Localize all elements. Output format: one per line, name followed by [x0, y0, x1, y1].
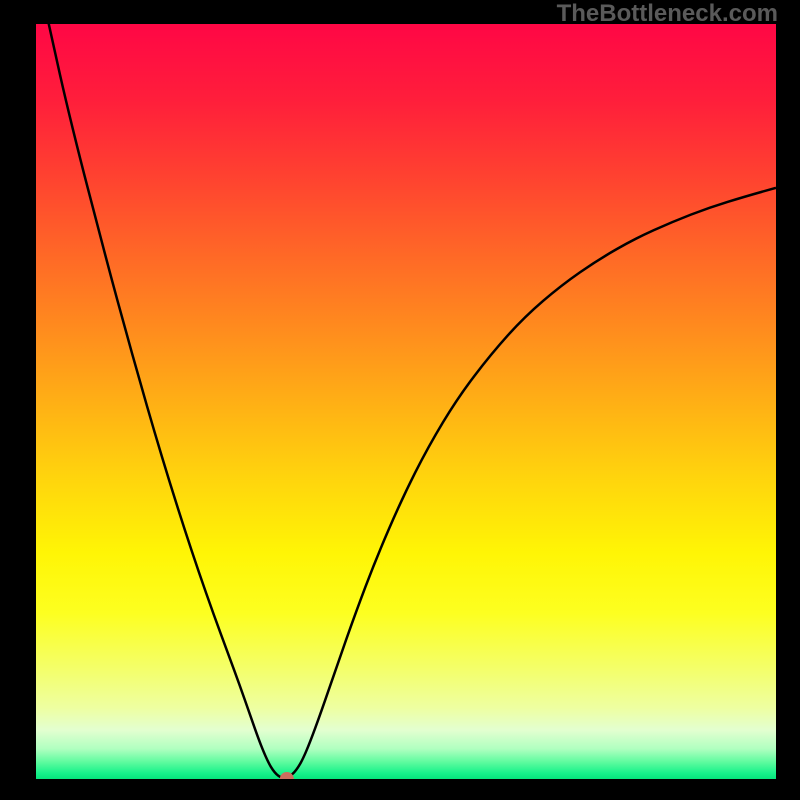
chart-frame: TheBottleneck.com: [0, 0, 800, 800]
bottleneck-chart: [36, 24, 776, 779]
watermark-text: TheBottleneck.com: [557, 0, 778, 28]
